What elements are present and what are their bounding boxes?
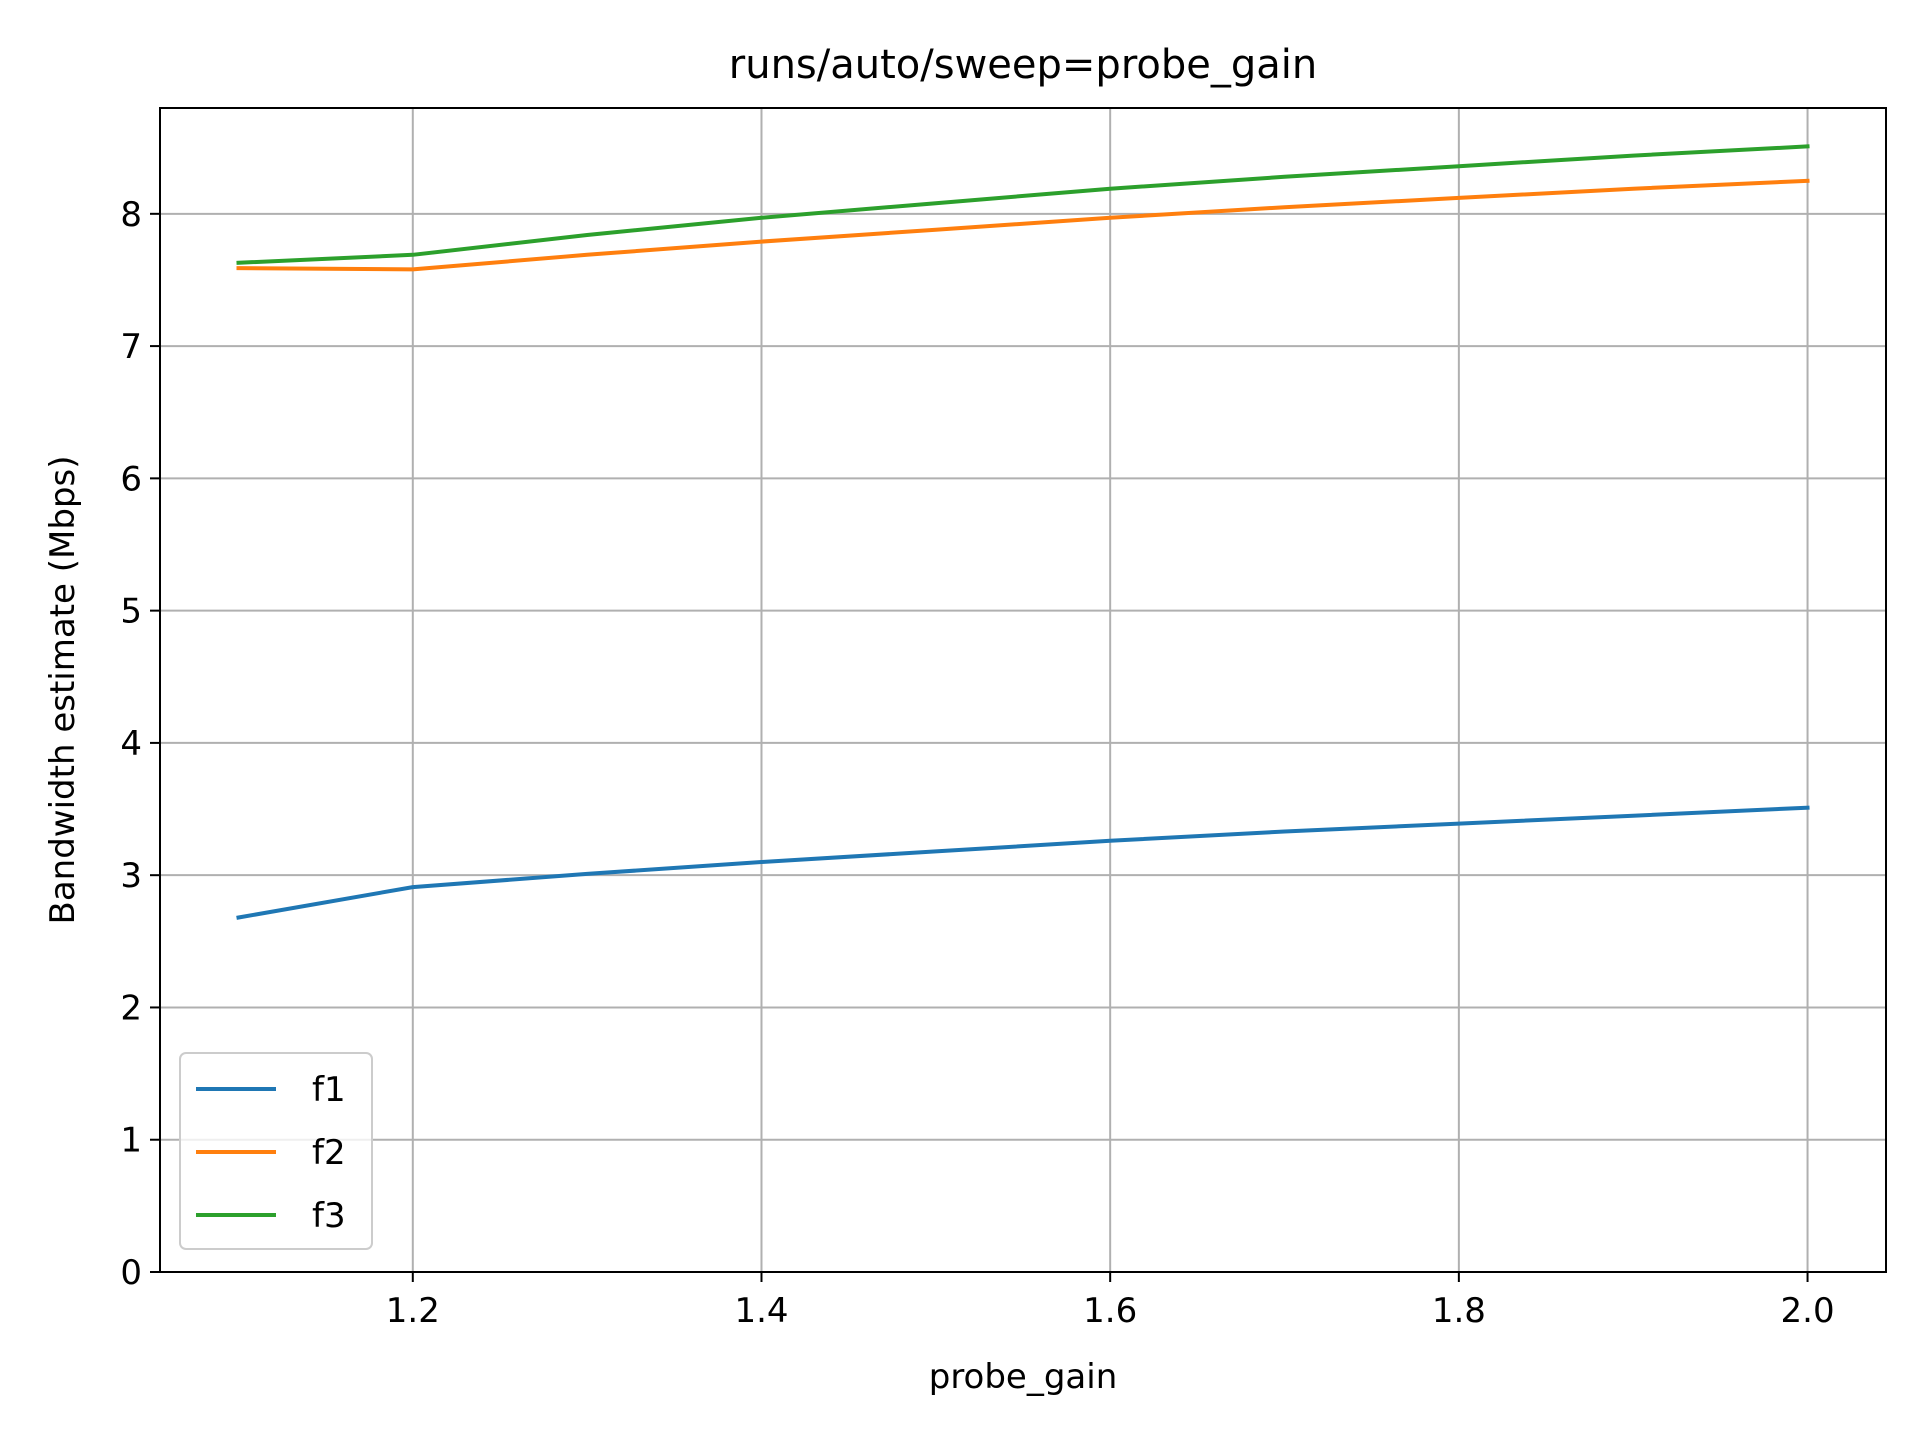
x-tick-label: 1.8 [1432,1291,1486,1331]
y-tick-label: 7 [120,327,142,367]
y-tick-label: 8 [120,195,142,235]
x-tick-label: 1.4 [734,1291,788,1331]
x-tick-label: 1.2 [386,1291,440,1331]
legend-label-f1: f1 [312,1070,346,1110]
y-tick-label: 0 [120,1253,142,1293]
series-line-f2 [236,178,1810,272]
ticks: 1.2 1.4 1.6 1.8 2.0 0 1 2 3 4 5 6 7 8 [120,195,1834,1331]
chart-title: runs/auto/sweep=probe_gain [729,42,1317,88]
x-tick-label: 2.0 [1781,1291,1835,1331]
x-tick-label: 1.6 [1083,1291,1137,1331]
grid [160,108,1886,1273]
y-tick-label: 4 [120,724,142,764]
y-tick-label: 5 [120,592,142,632]
series-line-f1 [236,805,1810,920]
x-axis-label: probe_gain [929,1357,1118,1397]
y-tick-label: 3 [120,856,142,896]
y-tick-label: 6 [120,459,142,499]
legend-label-f3: f3 [312,1196,346,1236]
plot-area-frame [159,107,1887,1273]
series-layer [236,144,1810,920]
series-line-f3 [236,144,1810,265]
y-tick-label: 2 [120,988,142,1028]
y-tick-label: 1 [120,1121,142,1161]
legend-label-f2: f2 [312,1133,346,1173]
legend: f1 f2 f3 [179,1052,373,1250]
y-axis-label: Bandwidth estimate (Mbps) [43,456,83,925]
